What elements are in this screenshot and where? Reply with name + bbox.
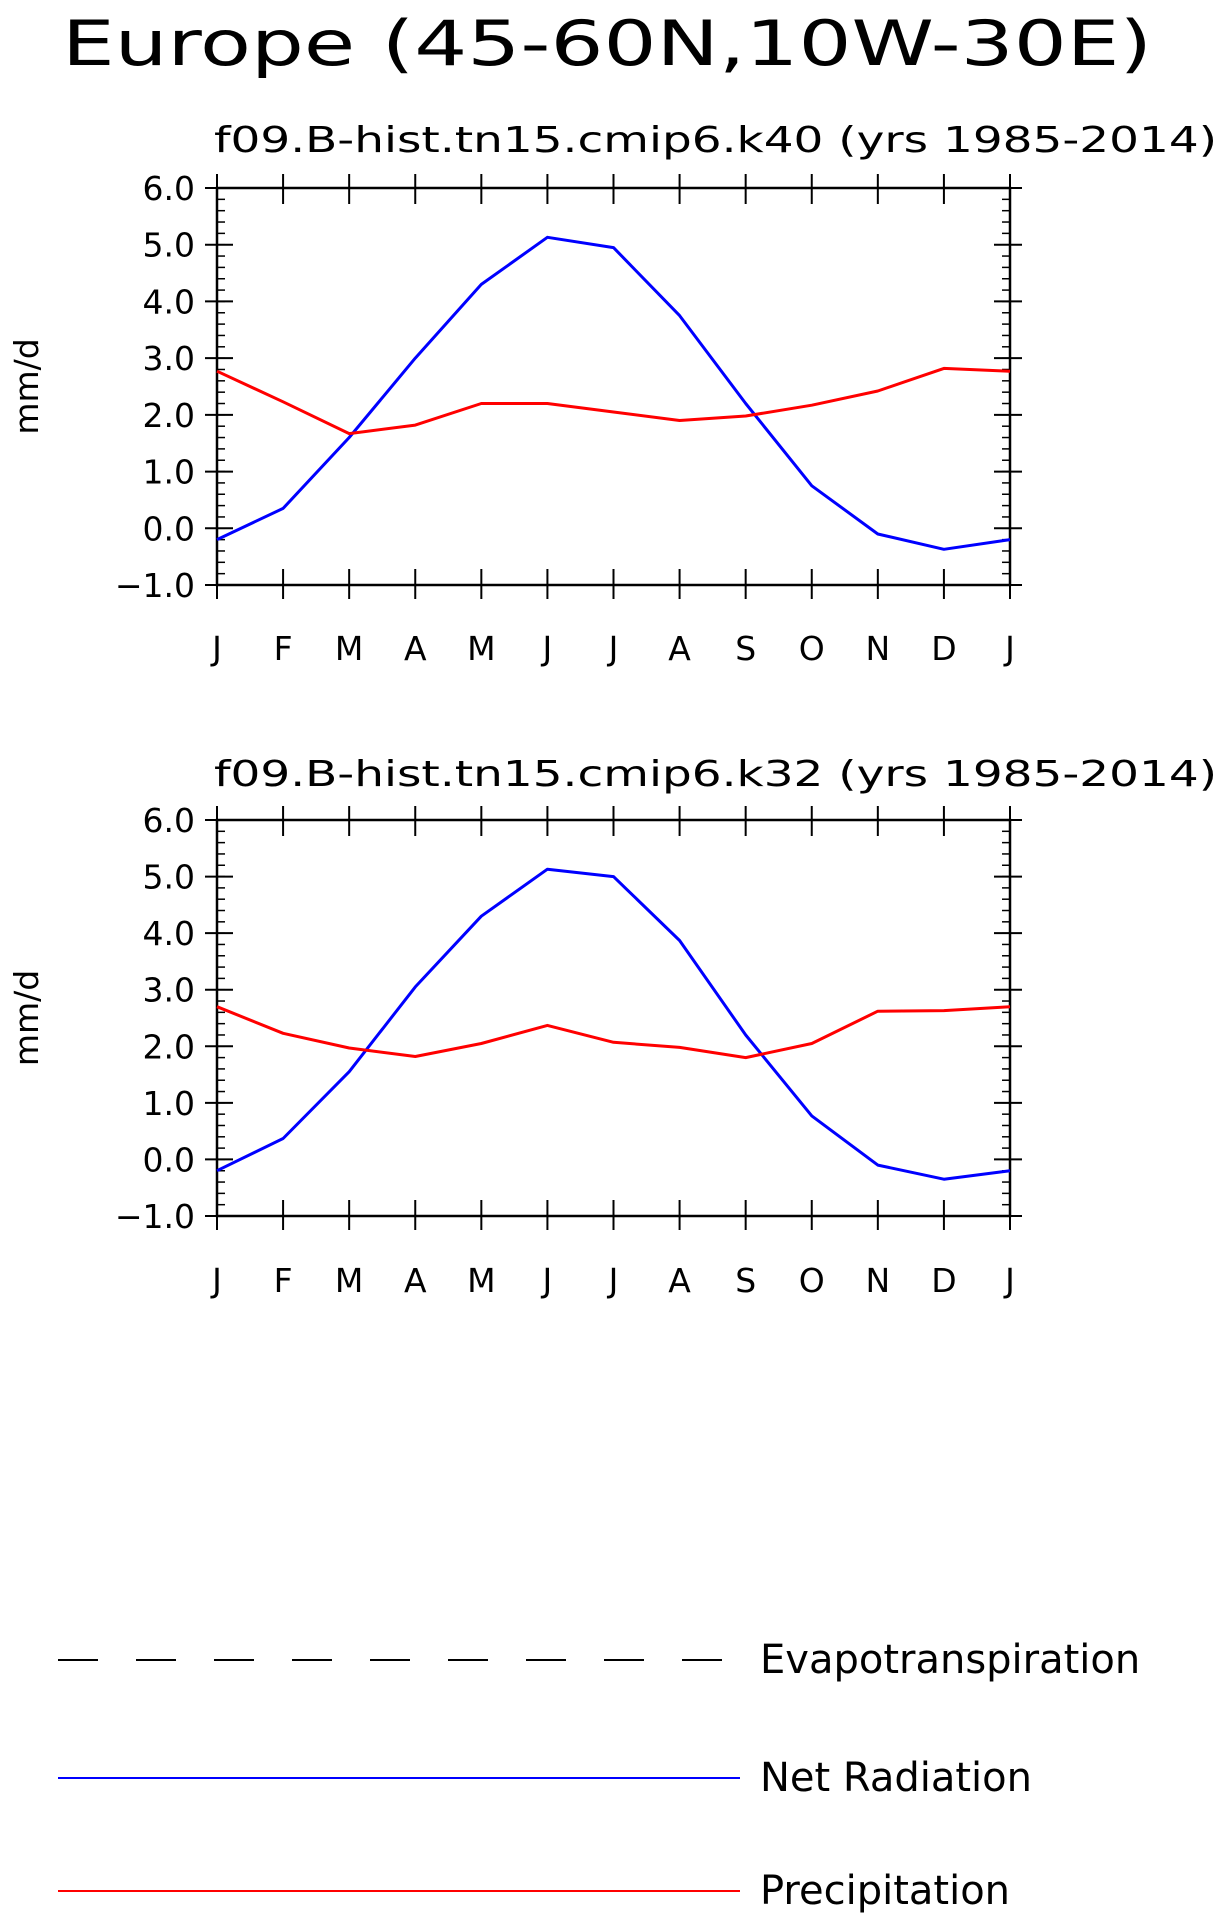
series-line-precipitation: [216, 1005, 1011, 1060]
y-axis-label: mm/d: [7, 970, 46, 1066]
y-axis-label: mm/d: [7, 338, 46, 434]
y-tick-label: −1.0: [115, 1197, 195, 1236]
y-tick-label: 2.0: [143, 396, 195, 435]
x-tick-label: A: [404, 629, 427, 668]
y-tick-label: 5.0: [143, 226, 195, 265]
y-tick-label: 0.0: [143, 1140, 195, 1179]
plot-frame: [215, 186, 1012, 587]
plot-frame: [215, 818, 1012, 1218]
x-tick-label: D: [931, 629, 956, 668]
panel-title: f09.B-hist.tn15.cmip6.k40 (yrs 1985-2014…: [214, 120, 1216, 161]
y-tick-label: 2.0: [143, 1027, 195, 1066]
legend-label-precipitation: Precipitation: [760, 1868, 1010, 1914]
main-title: Europe (45-60N,10W-30E): [62, 7, 1152, 80]
legend: Evapotranspiration Net Radiation Precipi…: [58, 1637, 1140, 1914]
series-line-precipitation: [216, 366, 1011, 436]
x-tick-label: M: [335, 1261, 363, 1300]
x-tick-label: J: [541, 629, 553, 668]
x-tick-label: J: [541, 1261, 553, 1300]
y-tick-label: 4.0: [143, 282, 195, 321]
y-tick-label: 3.0: [143, 339, 195, 378]
x-tick-label: J: [210, 629, 222, 668]
x-tick-label: F: [274, 629, 293, 668]
y-tick-label: 0.0: [143, 509, 195, 548]
y-tick-label: 3.0: [143, 971, 195, 1010]
x-tick-label: A: [404, 1261, 427, 1300]
x-tick-label: N: [865, 1261, 890, 1300]
x-tick-label: M: [467, 1261, 495, 1300]
legend-label-net-radiation: Net Radiation: [760, 1755, 1032, 1801]
y-tick-label: 5.0: [143, 858, 195, 897]
x-tick-label: M: [467, 629, 495, 668]
y-tick-label: 6.0: [143, 169, 195, 208]
x-tick-label: D: [931, 1261, 956, 1300]
y-tick-label: 1.0: [143, 1084, 195, 1123]
x-tick-label: J: [1003, 629, 1015, 668]
y-tick-label: −1.0: [115, 566, 195, 605]
y-tick-label: 4.0: [143, 914, 195, 953]
x-tick-label: S: [735, 1261, 756, 1300]
x-tick-label: J: [607, 1261, 619, 1300]
x-tick-label: M: [335, 629, 363, 668]
x-tick-label: A: [668, 629, 691, 668]
chart-panel-k32: f09.B-hist.tn15.cmip6.k32 (yrs 1985-2014…: [7, 754, 1216, 1300]
x-tick-label: F: [274, 1261, 293, 1300]
x-tick-label: J: [607, 629, 619, 668]
chart-panel-k40: f09.B-hist.tn15.cmip6.k40 (yrs 1985-2014…: [7, 120, 1216, 668]
series-line-net-radiation: [216, 867, 1011, 1181]
x-tick-label: N: [865, 629, 890, 668]
x-tick-label: J: [210, 1261, 222, 1300]
x-tick-label: S: [735, 629, 756, 668]
x-tick-label: J: [1003, 1261, 1015, 1300]
x-tick-label: A: [668, 1261, 691, 1300]
legend-label-evapotranspiration: Evapotranspiration: [760, 1637, 1140, 1683]
y-tick-label: 1.0: [143, 453, 195, 492]
x-tick-label: O: [799, 629, 825, 668]
panel-title: f09.B-hist.tn15.cmip6.k32 (yrs 1985-2014…: [214, 754, 1216, 795]
series-line-net-radiation: [216, 235, 1011, 551]
y-tick-label: 6.0: [143, 801, 195, 840]
x-tick-label: O: [799, 1261, 825, 1300]
